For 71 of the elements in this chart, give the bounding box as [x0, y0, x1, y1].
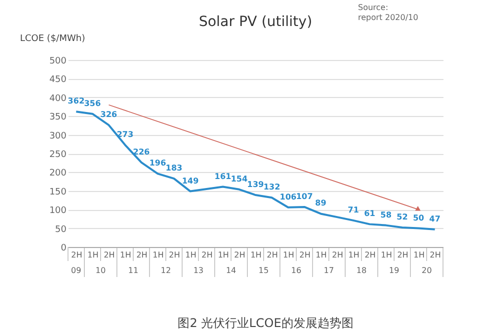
- data-label: 52: [396, 212, 408, 222]
- text: 13: [193, 266, 204, 275]
- text: 17: [324, 266, 334, 275]
- x-tick-label: 1H: [218, 250, 229, 260]
- y-tick-label: 200: [49, 168, 67, 179]
- y-tick-label: 50: [55, 224, 67, 235]
- x-tick-label: 2H: [332, 250, 344, 260]
- y-axis-title: LCOE ($/MWh): [20, 34, 86, 44]
- data-label: 71: [348, 205, 360, 214]
- data-label: 362: [68, 96, 85, 106]
- text: 16: [291, 266, 302, 275]
- y-tick-label: 350: [49, 112, 67, 123]
- data-label: 161: [214, 172, 232, 181]
- x-tick-label: 1H: [348, 250, 360, 260]
- x-tick-label: 1H: [185, 250, 196, 260]
- y-tick-label: 0: [60, 244, 67, 254]
- data-label: 226: [133, 147, 150, 156]
- x-tick-label: 1H: [283, 250, 294, 260]
- data-label: 183: [166, 164, 182, 173]
- text: 10: [96, 266, 106, 275]
- x-tick-label: 1H: [380, 250, 392, 260]
- data-label: 196: [149, 158, 166, 168]
- x-tick-label: 2H: [299, 250, 310, 260]
- y-tick-label: 450: [49, 75, 67, 86]
- x-tick-label: 2H: [136, 250, 148, 260]
- data-label: 139: [247, 180, 264, 190]
- text: 12: [160, 266, 171, 275]
- x-tick-label: 2H: [71, 250, 82, 260]
- text: 14: [226, 266, 236, 275]
- x-tick-label: 1H: [250, 250, 262, 260]
- caption: 图2 光伏行业LCOE的发展趋势图: [178, 316, 354, 330]
- x-tick-label: 1H: [87, 250, 99, 260]
- x-tick-label: 1H: [120, 250, 132, 260]
- y-tick-label: 500: [49, 56, 67, 66]
- x-tick-label: 2H: [266, 250, 278, 260]
- x-tick-label: 2H: [104, 250, 115, 260]
- y-tick-label: 300: [49, 131, 67, 142]
- x-tick-label: 1H: [316, 250, 327, 260]
- source-note: Source:: [358, 3, 388, 12]
- data-label: 89: [315, 198, 327, 208]
- text: report 2020/10: [358, 13, 418, 22]
- y-tick-label: 250: [49, 150, 67, 160]
- x-tick-label: 2H: [234, 250, 246, 260]
- data-label: 47: [429, 214, 440, 224]
- x-tick-label: 2H: [364, 250, 376, 260]
- x-tick-label: 2H: [397, 250, 408, 260]
- y-tick-label: 400: [49, 94, 67, 104]
- data-label: 149: [182, 176, 200, 186]
- text: 11: [128, 266, 138, 275]
- x-tick-label: 2H: [168, 250, 180, 260]
- text: 19: [388, 266, 400, 275]
- y-tick-label: 100: [49, 206, 67, 216]
- x-tick-label: 1H: [413, 250, 425, 260]
- x-tick-label: 2H: [430, 250, 441, 260]
- data-label: 107: [296, 192, 313, 201]
- data-label: 61: [364, 209, 376, 218]
- x-tick-label: 1H: [152, 250, 164, 260]
- text: 09: [71, 266, 82, 275]
- data-label: 154: [230, 174, 248, 184]
- x-tick-label: 2H: [202, 250, 213, 260]
- data-label: 50: [412, 213, 425, 222]
- text: 18: [356, 266, 367, 275]
- chart-title: Solar PV (utility): [198, 14, 312, 30]
- data-label: 106: [280, 192, 297, 202]
- text: 15: [258, 266, 269, 275]
- data-label: 326: [100, 110, 118, 120]
- data-label: 356: [84, 98, 102, 108]
- y-tick-label: 150: [49, 187, 67, 198]
- data-label: 132: [263, 182, 280, 192]
- data-label: 58: [380, 210, 392, 220]
- text: 20: [422, 266, 432, 275]
